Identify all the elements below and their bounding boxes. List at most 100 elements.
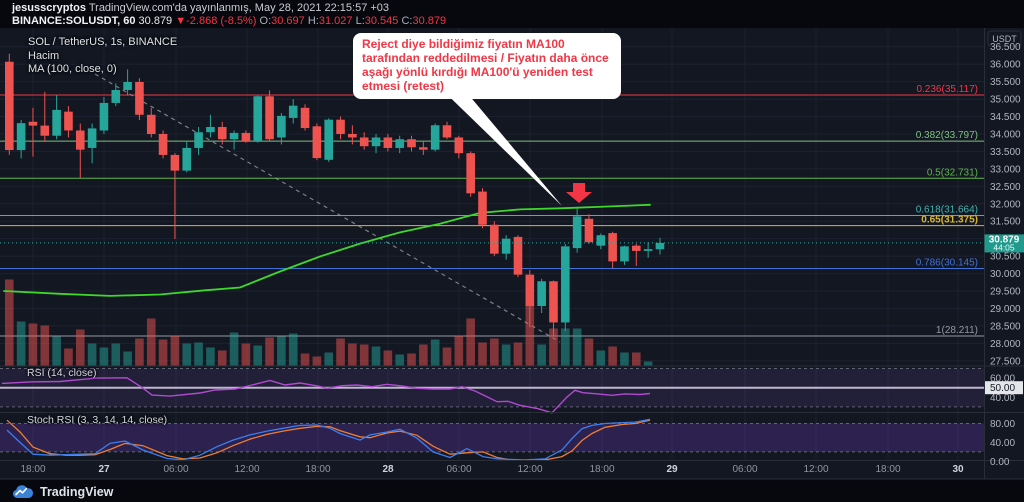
candle <box>277 115 286 138</box>
fib-label: 1(28.211) <box>936 325 978 336</box>
volume-bar <box>584 338 594 366</box>
price-tick: 35.000 <box>990 95 1021 106</box>
candle <box>16 123 26 151</box>
price-tick: 29.500 <box>990 287 1021 298</box>
price-tick: 36.000 <box>990 60 1021 71</box>
stoch-k-line[interactable] <box>6 418 651 461</box>
volume-bar <box>348 343 357 366</box>
price-tick: 34.000 <box>990 129 1021 140</box>
currency-badge[interactable] <box>987 30 1022 47</box>
volume-bar <box>525 302 535 366</box>
low-label: L: <box>355 15 365 27</box>
fib-label: 0.65(31.375) <box>921 215 978 226</box>
candle <box>631 245 641 251</box>
price-tick: 27.500 <box>990 356 1021 367</box>
candle <box>383 137 393 148</box>
volume-bar <box>324 352 334 366</box>
candle <box>182 147 192 171</box>
candle <box>99 102 109 131</box>
volume-bar <box>631 352 641 366</box>
svg-text:80.00: 80.00 <box>990 419 1015 430</box>
time-tick: 27 <box>98 464 110 475</box>
price-tick: 29.000 <box>990 304 1021 315</box>
legend-volume[interactable]: Hacim <box>28 49 60 62</box>
volume-bar <box>16 321 26 366</box>
publish-note: TradingView.com'da yayınlanmış, May 28, … <box>88 2 390 14</box>
volume-bar <box>75 329 85 366</box>
volume-bar <box>608 346 617 366</box>
time-tick: 12:00 <box>234 464 259 475</box>
last-price: 30.879 <box>138 15 173 27</box>
price-tick: 33.000 <box>990 164 1021 175</box>
price-tick: 30.500 <box>990 252 1021 263</box>
volume-bar <box>277 336 286 366</box>
volume-bar <box>383 350 393 366</box>
rsi-pane-label[interactable]: RSI (14, close) <box>27 367 97 379</box>
candle <box>620 246 629 262</box>
legend-ma100[interactable]: MA (100, close, 0) <box>28 63 117 75</box>
volume-bar <box>596 350 606 366</box>
candle <box>135 81 144 115</box>
candle <box>572 216 582 249</box>
candle <box>430 125 440 150</box>
candle <box>442 125 452 138</box>
candle <box>40 125 50 136</box>
symbol-name[interactable]: BINANCE:SOLUSDT, 60 <box>12 15 136 27</box>
stoch-pane-label[interactable]: Stoch RSI (3, 3, 14, 14, close) <box>27 414 168 426</box>
volume-bar <box>170 335 180 366</box>
time-tick: 30 <box>952 464 964 475</box>
volume-bar <box>253 345 263 366</box>
volume-bar <box>501 344 511 366</box>
candle <box>229 132 239 140</box>
volume-bar <box>407 353 416 366</box>
fib-label: 0.786(30.145) <box>916 258 978 269</box>
dashed-trendline[interactable] <box>94 73 561 343</box>
down-arrow-icon[interactable] <box>566 183 592 203</box>
candle <box>348 133 357 138</box>
publisher-name: jesusscryptos <box>12 2 86 14</box>
volume-bar <box>572 328 582 366</box>
volume-bar <box>478 342 487 366</box>
candle <box>419 147 428 150</box>
price-tick: 36.500 <box>990 42 1021 53</box>
time-tick: 18:00 <box>20 464 45 475</box>
candle <box>52 109 61 136</box>
volume-bar <box>549 328 558 366</box>
tradingview-brand-text: TradingView <box>40 485 114 499</box>
time-tick: 18:00 <box>305 464 330 475</box>
volume-bar <box>466 318 475 366</box>
annotation-callout[interactable]: Reject diye bildiğimiz fiyatın MA100 tar… <box>353 33 621 99</box>
volume-bar <box>419 344 428 366</box>
ma100-line[interactable] <box>3 203 651 297</box>
fib-label: 0.236(35.117) <box>916 84 978 95</box>
candle <box>584 218 594 243</box>
rsi-line[interactable] <box>1 377 651 414</box>
volume-bar <box>300 353 310 366</box>
tradingview-logo-icon <box>13 485 33 498</box>
indicator-bands <box>0 368 984 453</box>
svg-text:USDT: USDT <box>992 34 1017 44</box>
candle <box>643 249 653 251</box>
time-tick: 06:00 <box>446 464 471 475</box>
ma-layer <box>3 203 651 297</box>
open-value: 30.697 <box>271 15 305 27</box>
tradingview-footer[interactable]: TradingView <box>12 484 113 500</box>
volume-bar <box>288 333 298 366</box>
time-tick: 29 <box>666 464 678 475</box>
drawing-annotations <box>427 75 592 206</box>
candle <box>561 246 570 323</box>
stoch-d-line[interactable] <box>6 419 651 462</box>
volume-bar <box>28 323 38 366</box>
close-label: C: <box>401 15 413 27</box>
candle <box>596 235 606 246</box>
rsi-mid-label <box>985 381 1023 395</box>
close-value: 30.879 <box>412 15 447 27</box>
chart-legend: SOL / TetherUS, 1s, BINANCE Hacim MA (10… <box>28 36 177 77</box>
time-tick: 18:00 <box>875 464 900 475</box>
volume-bar <box>241 343 251 366</box>
legend-symbol[interactable]: SOL / TetherUS, 1s, BINANCE <box>28 36 178 48</box>
volume-bar <box>454 335 464 366</box>
svg-text:30.879: 30.879 <box>989 234 1020 245</box>
candle <box>478 191 487 225</box>
